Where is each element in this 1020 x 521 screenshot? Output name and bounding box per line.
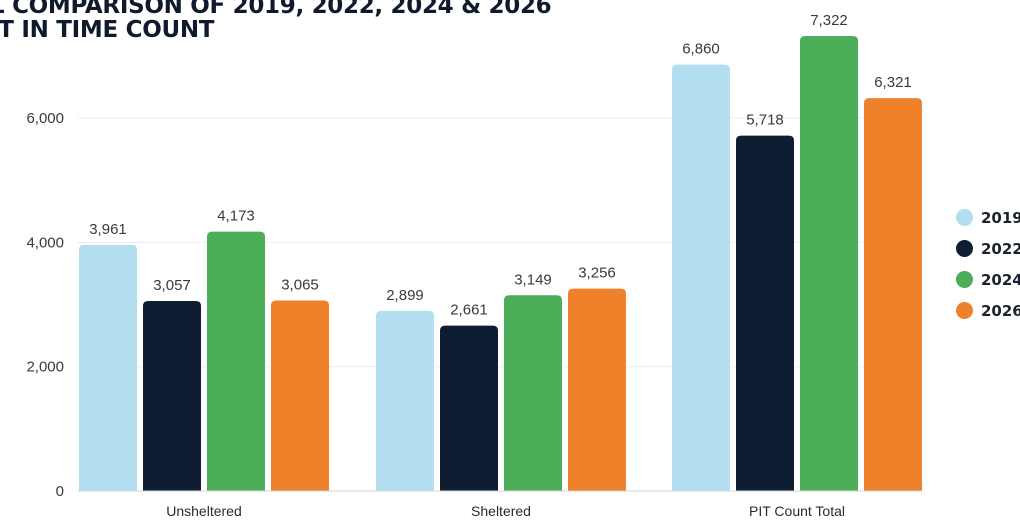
bar-2024-1 xyxy=(207,231,265,491)
bar-2026-3 xyxy=(864,98,922,492)
legend-item-2019: 2019 xyxy=(956,202,1020,233)
value-labels: 3,961 3,057 4,173 3,065 2,899 2,661 3,149 3,256… xyxy=(89,12,912,319)
legend-swatch xyxy=(956,302,973,319)
value-label: 3,065 xyxy=(281,277,319,294)
value-label: 5,718 xyxy=(746,112,784,129)
chart-title: L COMPARISON OF 2019, 2022, 2024 & 2026 … xyxy=(0,0,640,42)
bar-2022-1 xyxy=(143,301,201,491)
y-tick-label: 4,000 xyxy=(26,234,64,251)
value-label: 3,256 xyxy=(578,265,616,282)
legend-label: 2022 xyxy=(981,239,1020,258)
y-axis: 0 2,000 4,000 6,000 xyxy=(26,110,64,500)
legend-item-2026: 2026 xyxy=(956,295,1020,326)
legend-label: 2019 xyxy=(981,208,1020,227)
bar-2019-2 xyxy=(376,310,434,491)
value-label: 3,149 xyxy=(514,271,552,288)
bar-2024-3 xyxy=(800,35,858,492)
chart-title-line-2: IT IN TIME COUNT xyxy=(0,17,215,42)
bar-2026-2 xyxy=(568,288,626,491)
legend-item-2022: 2022 xyxy=(956,233,1020,264)
chart-title-line-1: L COMPARISON OF 2019, 2022, 2024 & 2026 xyxy=(0,0,552,19)
legend: 2019 2022 2024 2026 xyxy=(956,202,1020,326)
x-category-label: PIT Count Total xyxy=(749,503,845,519)
legend-swatch xyxy=(956,209,973,226)
legend-label: 2024 xyxy=(981,270,1020,289)
value-label: 3,961 xyxy=(89,221,127,238)
legend-item-2024: 2024 xyxy=(956,264,1020,295)
value-label: 3,057 xyxy=(153,277,191,294)
legend-swatch xyxy=(956,240,973,257)
value-label: 4,173 xyxy=(217,208,255,225)
y-tick-label: 6,000 xyxy=(26,110,64,127)
bar-2022-3 xyxy=(736,135,794,492)
bars xyxy=(79,35,922,492)
legend-label: 2026 xyxy=(981,301,1020,320)
y-tick-label: 2,000 xyxy=(26,359,64,376)
x-category-label: Sheltered xyxy=(471,503,531,519)
x-axis: Unsheltered Sheltered PIT Count Total xyxy=(78,490,922,519)
bar-2022-2 xyxy=(440,325,498,491)
bar-2026-1 xyxy=(271,300,329,491)
value-label: 2,661 xyxy=(450,302,488,319)
value-label: 7,322 xyxy=(810,12,848,29)
bar-2024-2 xyxy=(504,295,562,491)
value-label: 6,860 xyxy=(682,41,720,58)
bar-2019-1 xyxy=(79,244,137,491)
y-tick-label: 0 xyxy=(56,483,64,500)
grid-lines xyxy=(78,117,922,368)
value-label: 6,321 xyxy=(874,74,912,91)
legend-swatch xyxy=(956,271,973,288)
value-label: 2,899 xyxy=(386,287,424,304)
x-category-label: Unsheltered xyxy=(166,503,242,519)
bar-2019-3 xyxy=(672,64,730,491)
